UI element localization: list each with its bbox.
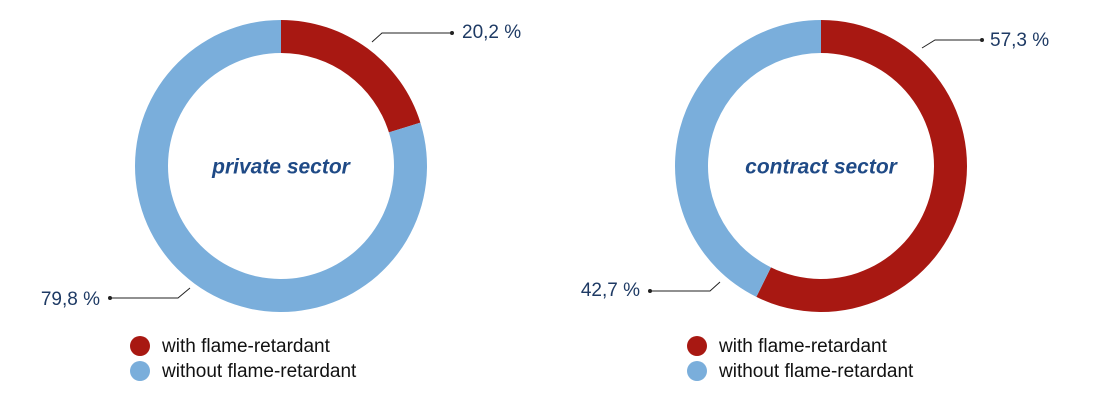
legend-label: with flame-retardant [161,336,331,357]
legend-label: without flame-retardant [161,361,357,382]
legend-marker [687,361,707,381]
leader-dot [980,38,984,42]
legend-marker [687,336,707,356]
legend-marker [130,336,150,356]
leader-line [371,32,452,43]
leader-dot [108,296,112,300]
leader-dot [648,289,652,293]
data-label: 79,8 % [41,289,100,310]
donut-slice [675,20,821,297]
donut-slice [756,20,968,313]
legend-label: with flame-retardant [718,336,888,357]
data-label: 57,3 % [990,30,1049,51]
data-label: 20,2 % [462,22,521,43]
leader-line [110,287,191,299]
donut-slice [281,20,421,133]
data-label: 42,7 % [581,280,640,301]
leader-line [921,39,982,49]
leader-line [650,281,721,292]
legend-marker [130,361,150,381]
chart-title: private sector [211,156,352,179]
leader-dot [450,31,454,35]
legend-label: without flame-retardant [718,361,914,382]
chart-title: contract sector [745,156,899,179]
